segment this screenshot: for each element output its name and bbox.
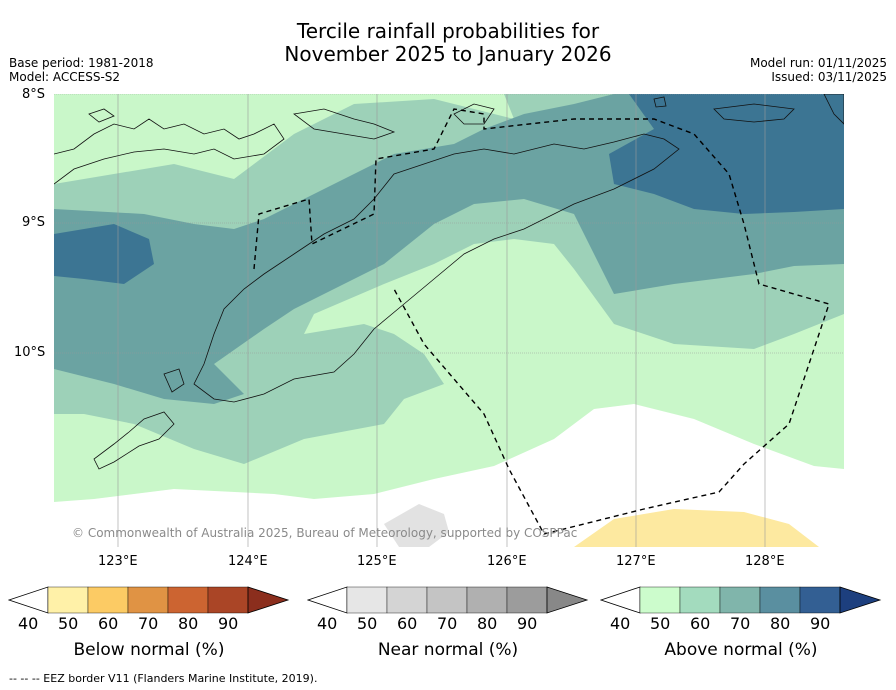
near-colorbar-segment [386,586,428,614]
below-colorbar-tick: 60 [98,614,119,633]
below-colorbar-segment [207,586,249,614]
near-colorbar-segment [346,586,388,614]
colorbar-near [307,586,589,614]
below-colorbar-segment [87,586,129,614]
near-colorbar-segment [426,586,468,614]
near-colorbar-segment [466,586,508,614]
near-colorbar-tick: 90 [517,614,538,633]
above-colorbar-segment [719,586,761,614]
base-period: Base period: 1981-2018 [9,56,154,70]
copyright-text: © Commonwealth of Australia 2025, Bureau… [72,526,577,540]
above-colorbar-segment [679,586,721,614]
near-colorbar-tick: 80 [477,614,498,633]
below-colorbar-segment [167,586,209,614]
near-colorbar-tick: 40 [317,614,338,633]
colorbar-above [600,586,882,614]
zone-below-40 [574,509,819,547]
eez-footer-note: -- -- -- EEZ border V11 (Flanders Marine… [9,672,318,685]
above-colorbar-segment [799,586,841,614]
lat-label-9s: 9°S [22,215,46,230]
ticks-above: 40 50 60 70 80 90 [610,614,860,636]
map-panel: © Commonwealth of Australia 2025, Bureau… [54,94,844,547]
colorbar-near-label: Near normal (%) [377,640,519,660]
below-colorbar-tick: 50 [58,614,79,633]
near-colorbar-left-arrow [307,586,348,614]
coastlines [54,94,844,470]
lon-label-126e: 126°E [487,554,527,569]
below-colorbar-segment [47,586,89,614]
below-colorbar-segment [127,586,169,614]
lon-label-123e: 123°E [98,554,138,569]
model-run: Model run: 01/11/2025 [749,56,887,70]
ticks-near: 40 50 60 70 80 90 [317,614,567,636]
above-colorbar-left-arrow [600,586,641,614]
lon-label-128e: 128°E [745,554,785,569]
above-colorbar-tick: 60 [690,614,711,633]
near-colorbar-segment [546,586,589,614]
ticks-below: 40 50 60 70 80 90 [18,614,268,636]
colorbar-below-label: Below normal (%) [73,640,225,660]
below-colorbar-segment [247,586,290,614]
below-colorbar-left-arrow [8,586,49,614]
meta-right: Model run: 01/11/2025 Issued: 03/11/2025 [750,56,887,84]
colorbar-below [8,586,290,614]
map-title: Tercile rainfall probabilities for Novem… [0,20,896,66]
above-colorbar-tick: 80 [770,614,791,633]
above-colorbar-tick: 70 [730,614,751,633]
above-colorbar-tick: 50 [650,614,671,633]
near-colorbar-tick: 50 [357,614,378,633]
lat-label-10s: 10°S [14,345,46,360]
below-colorbar-tick: 90 [218,614,239,633]
title-line-1: Tercile rainfall probabilities for [296,19,600,43]
colorbar-above-label: Above normal (%) [664,640,818,660]
lat-label-8s: 8°S [22,87,46,102]
map-gridlines [54,94,844,547]
lon-label-127e: 127°E [616,554,656,569]
meta-left: Base period: 1981-2018 Model: ACCESS-S2 [9,56,154,84]
above-colorbar-segment [839,586,882,614]
title-line-2: November 2025 to January 2026 [284,42,612,66]
lon-label-125e: 125°E [357,554,397,569]
below-colorbar-tick: 40 [18,614,39,633]
below-colorbar-tick: 70 [138,614,159,633]
zone-above-70-west [54,224,154,284]
above-colorbar-tick: 40 [610,614,631,633]
zone-above-70-east [609,94,844,214]
below-colorbar-tick: 80 [178,614,199,633]
model-name: Model: ACCESS-S2 [9,70,121,84]
near-colorbar-tick: 60 [397,614,418,633]
issued-date: Issued: 03/11/2025 [771,70,887,84]
lon-label-124e: 124°E [228,554,268,569]
above-colorbar-tick: 90 [810,614,831,633]
near-colorbar-segment [506,586,548,614]
above-colorbar-segment [639,586,681,614]
above-colorbar-segment [759,586,801,614]
zone-near-40 [384,504,449,547]
near-colorbar-tick: 70 [437,614,458,633]
